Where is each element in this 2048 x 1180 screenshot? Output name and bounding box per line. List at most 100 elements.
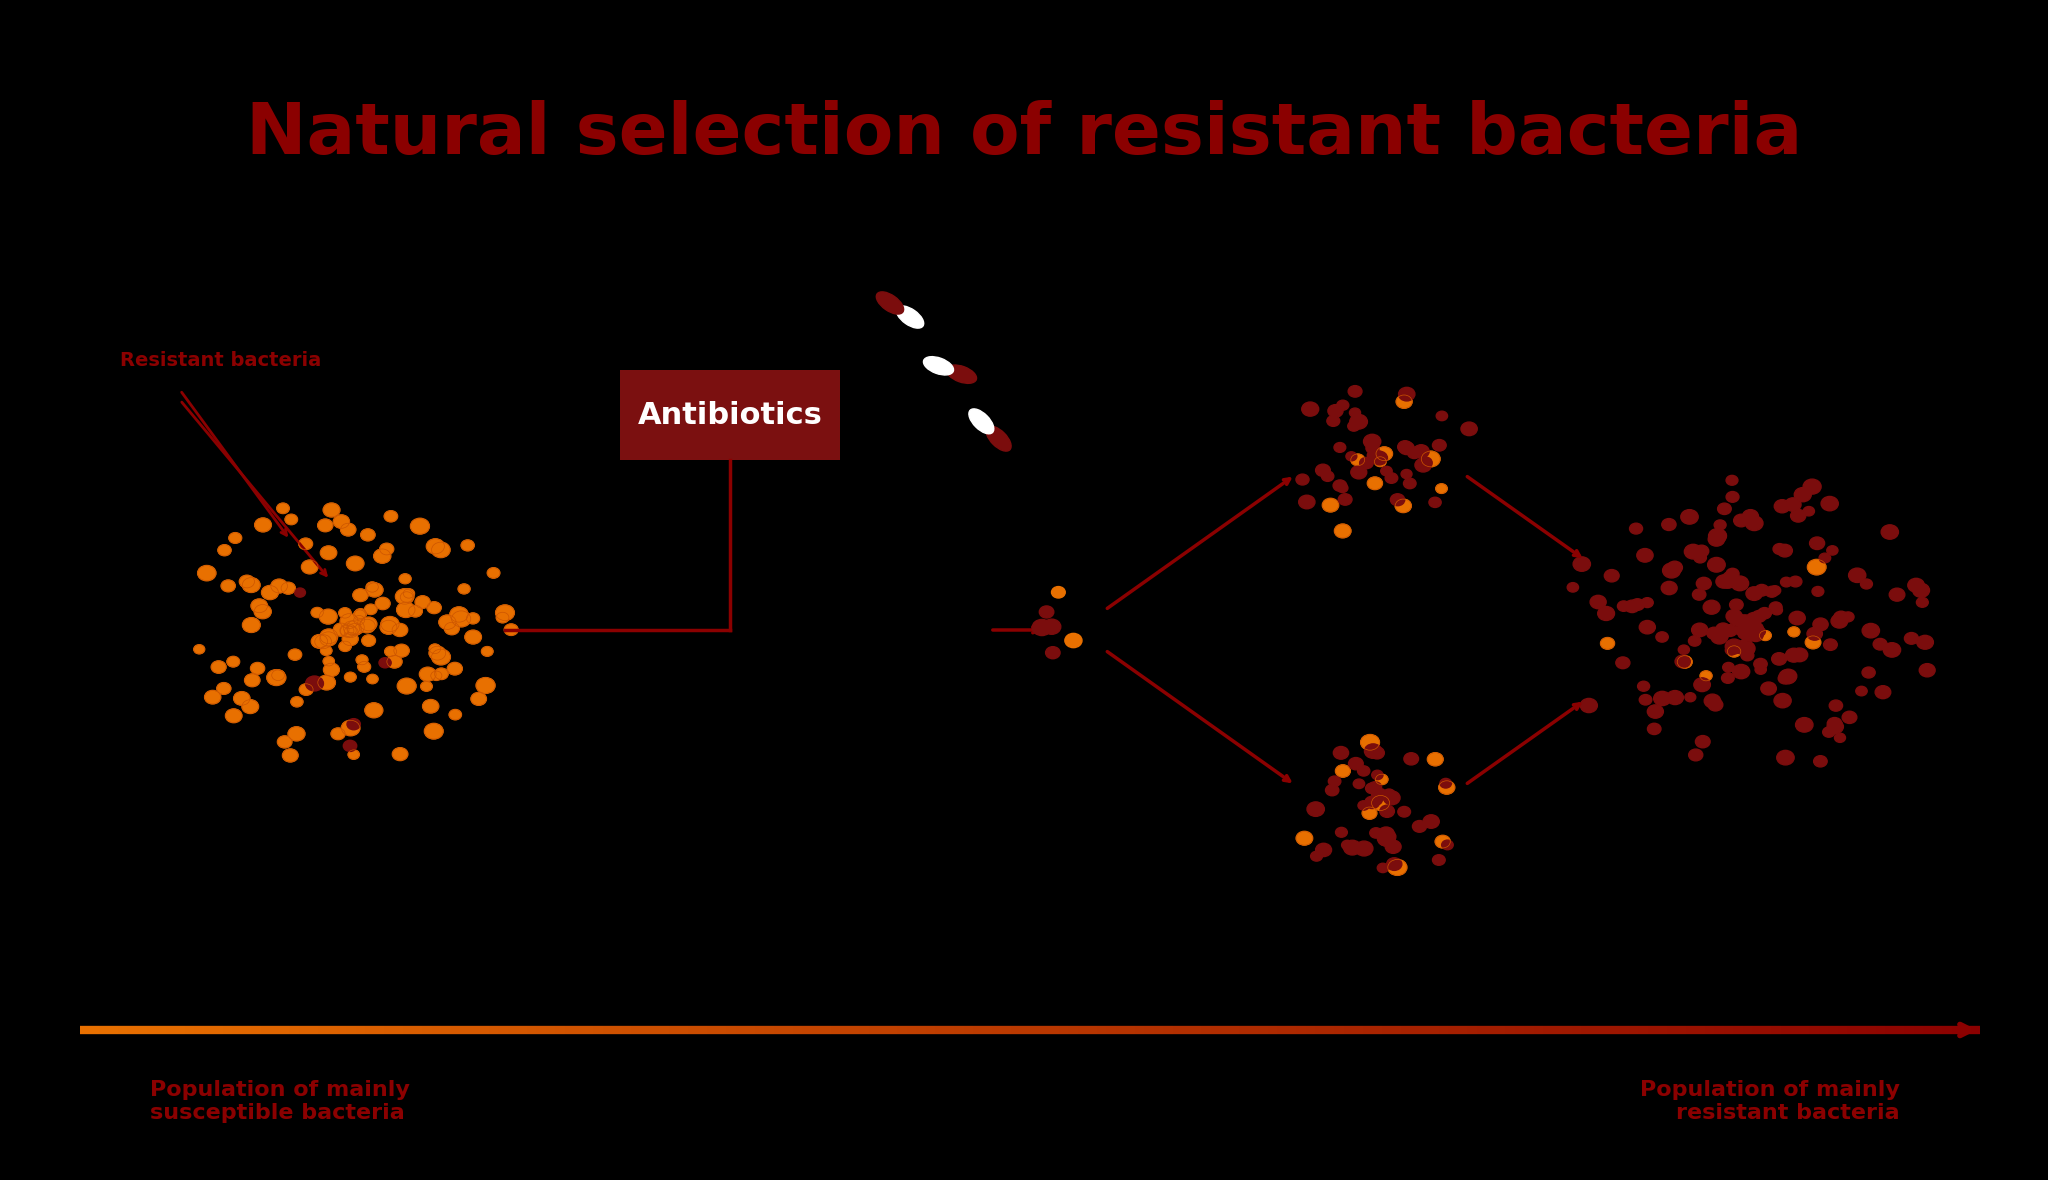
Ellipse shape bbox=[1638, 695, 1653, 704]
Ellipse shape bbox=[424, 723, 442, 739]
Ellipse shape bbox=[301, 560, 317, 573]
Ellipse shape bbox=[1827, 546, 1837, 555]
Ellipse shape bbox=[1399, 441, 1415, 454]
Ellipse shape bbox=[471, 693, 487, 706]
Ellipse shape bbox=[1661, 582, 1677, 595]
Ellipse shape bbox=[1696, 735, 1710, 748]
Ellipse shape bbox=[1403, 753, 1419, 765]
Ellipse shape bbox=[1810, 537, 1825, 550]
Ellipse shape bbox=[352, 589, 369, 602]
Ellipse shape bbox=[381, 616, 399, 631]
Ellipse shape bbox=[340, 625, 354, 636]
Ellipse shape bbox=[1829, 700, 1843, 712]
Ellipse shape bbox=[340, 523, 356, 536]
Ellipse shape bbox=[1726, 645, 1741, 657]
Ellipse shape bbox=[342, 632, 358, 645]
Ellipse shape bbox=[408, 605, 422, 617]
Ellipse shape bbox=[1667, 562, 1681, 573]
Ellipse shape bbox=[1700, 671, 1712, 681]
Ellipse shape bbox=[319, 546, 336, 559]
Ellipse shape bbox=[240, 576, 254, 588]
Ellipse shape bbox=[362, 635, 375, 647]
Ellipse shape bbox=[1350, 414, 1368, 430]
Ellipse shape bbox=[1913, 583, 1929, 597]
Ellipse shape bbox=[403, 589, 414, 598]
Ellipse shape bbox=[446, 662, 463, 675]
Ellipse shape bbox=[332, 728, 344, 740]
Ellipse shape bbox=[1726, 569, 1739, 579]
Ellipse shape bbox=[311, 635, 328, 648]
Ellipse shape bbox=[1769, 602, 1782, 612]
Ellipse shape bbox=[1307, 802, 1325, 817]
Ellipse shape bbox=[324, 503, 340, 517]
Ellipse shape bbox=[360, 617, 377, 631]
Ellipse shape bbox=[1724, 640, 1743, 654]
Ellipse shape bbox=[225, 709, 242, 722]
Ellipse shape bbox=[1735, 641, 1751, 654]
Ellipse shape bbox=[317, 519, 334, 532]
Ellipse shape bbox=[1311, 851, 1323, 861]
Ellipse shape bbox=[969, 409, 993, 434]
Ellipse shape bbox=[1440, 779, 1452, 788]
Ellipse shape bbox=[397, 602, 416, 617]
Ellipse shape bbox=[877, 291, 903, 314]
Ellipse shape bbox=[1407, 447, 1421, 459]
Ellipse shape bbox=[1739, 629, 1749, 638]
Ellipse shape bbox=[459, 584, 471, 594]
Ellipse shape bbox=[338, 608, 350, 618]
Ellipse shape bbox=[1386, 858, 1401, 871]
Ellipse shape bbox=[1718, 629, 1729, 638]
Ellipse shape bbox=[324, 663, 340, 676]
Ellipse shape bbox=[1794, 487, 1810, 502]
Ellipse shape bbox=[1636, 549, 1653, 562]
Ellipse shape bbox=[381, 621, 397, 634]
Ellipse shape bbox=[1327, 405, 1343, 418]
Ellipse shape bbox=[475, 677, 496, 694]
Ellipse shape bbox=[1780, 669, 1796, 684]
Ellipse shape bbox=[1835, 733, 1845, 742]
Text: Antibiotics: Antibiotics bbox=[637, 400, 823, 430]
Ellipse shape bbox=[1038, 607, 1055, 618]
Ellipse shape bbox=[1747, 612, 1761, 625]
Ellipse shape bbox=[1348, 386, 1362, 398]
Ellipse shape bbox=[1692, 623, 1708, 637]
Ellipse shape bbox=[254, 518, 272, 532]
Ellipse shape bbox=[1370, 827, 1382, 838]
Ellipse shape bbox=[1769, 585, 1780, 595]
Ellipse shape bbox=[1303, 402, 1319, 417]
Ellipse shape bbox=[276, 503, 289, 513]
Ellipse shape bbox=[1399, 387, 1415, 401]
Ellipse shape bbox=[1397, 395, 1413, 408]
Ellipse shape bbox=[1440, 781, 1454, 794]
Ellipse shape bbox=[281, 582, 295, 594]
Ellipse shape bbox=[250, 662, 264, 674]
Ellipse shape bbox=[319, 631, 336, 645]
Ellipse shape bbox=[1741, 650, 1753, 661]
Ellipse shape bbox=[1708, 532, 1724, 546]
Ellipse shape bbox=[1806, 636, 1821, 649]
Ellipse shape bbox=[1755, 664, 1765, 674]
Ellipse shape bbox=[1731, 576, 1749, 591]
Ellipse shape bbox=[1372, 788, 1386, 801]
Ellipse shape bbox=[1378, 831, 1395, 846]
Ellipse shape bbox=[1337, 493, 1352, 505]
Ellipse shape bbox=[1827, 717, 1841, 729]
Ellipse shape bbox=[1874, 638, 1886, 650]
Ellipse shape bbox=[1909, 578, 1925, 592]
Ellipse shape bbox=[205, 690, 221, 704]
Ellipse shape bbox=[1296, 474, 1309, 485]
Ellipse shape bbox=[393, 644, 410, 657]
Ellipse shape bbox=[344, 673, 356, 682]
Ellipse shape bbox=[1726, 492, 1739, 503]
Ellipse shape bbox=[1376, 864, 1389, 872]
Ellipse shape bbox=[1382, 789, 1395, 799]
Ellipse shape bbox=[217, 545, 231, 556]
Ellipse shape bbox=[1722, 662, 1735, 673]
Ellipse shape bbox=[1812, 618, 1829, 631]
Ellipse shape bbox=[1397, 440, 1413, 453]
Ellipse shape bbox=[496, 612, 510, 623]
Ellipse shape bbox=[410, 518, 430, 535]
Ellipse shape bbox=[340, 614, 358, 629]
Ellipse shape bbox=[1737, 615, 1753, 629]
Ellipse shape bbox=[1806, 628, 1823, 641]
